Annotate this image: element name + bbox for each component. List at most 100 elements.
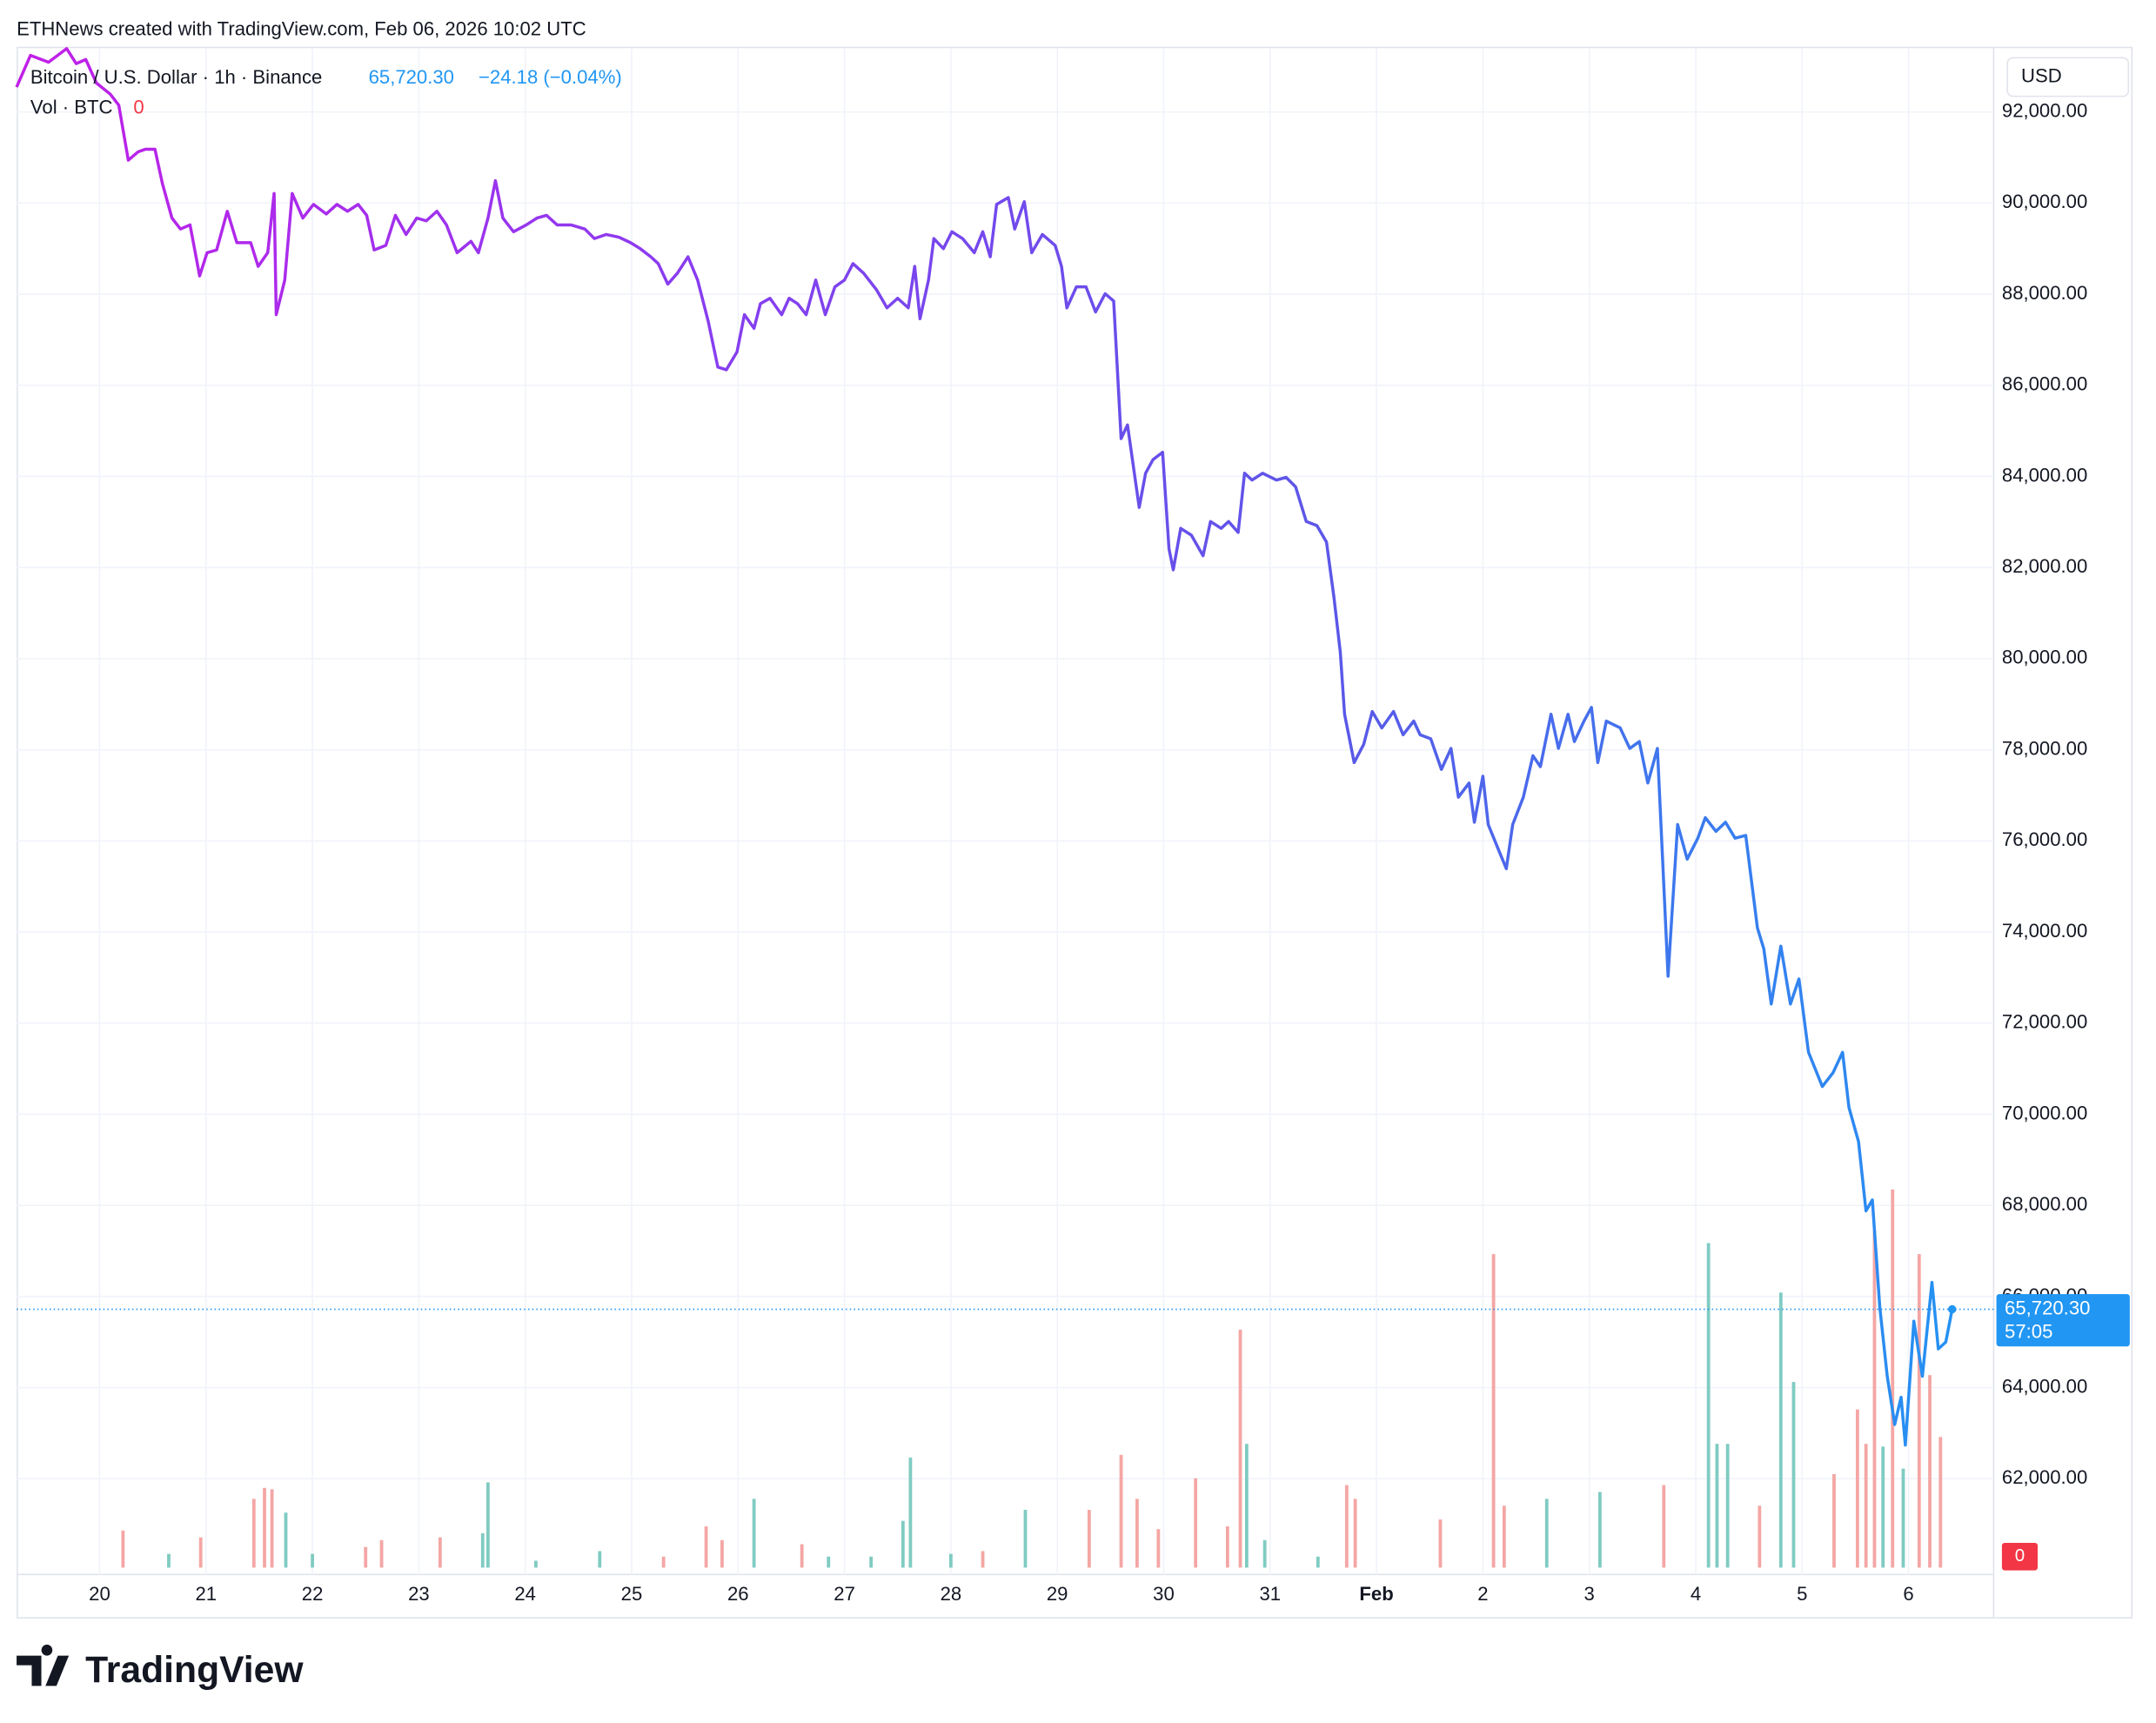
- volume-bar: [1316, 1556, 1320, 1568]
- y-tick-label: 92,000.00: [2002, 99, 2087, 121]
- volume-bar: [1791, 1382, 1796, 1568]
- y-tick-label: 74,000.00: [2002, 920, 2087, 942]
- y-tick-label: 90,000.00: [2002, 191, 2087, 212]
- x-tick-label: 23: [408, 1583, 430, 1605]
- volume-bar: [1087, 1510, 1091, 1568]
- currency-button[interactable]: [2006, 57, 2130, 97]
- volume-bar: [1832, 1473, 1836, 1568]
- volume-bar: [1864, 1444, 1868, 1568]
- x-tick-label: 20: [89, 1583, 110, 1605]
- logo-icon: [17, 1644, 70, 1686]
- chart-frame: [17, 46, 2133, 1619]
- y-tick-label: 82,000.00: [2002, 555, 2087, 577]
- price-tag: [1996, 1294, 2130, 1347]
- volume-bar: [1238, 1330, 1242, 1568]
- x-tick-label: 3: [1584, 1583, 1595, 1605]
- volume-bar: [1262, 1539, 1267, 1568]
- volume-bar: [1758, 1505, 1762, 1568]
- volume-bar: [364, 1546, 368, 1568]
- volume-bar: [251, 1498, 256, 1568]
- volume-bar: [981, 1551, 985, 1568]
- volume-bar: [167, 1553, 171, 1568]
- volume-bar: [1928, 1375, 1932, 1568]
- volume-bar: [661, 1556, 666, 1568]
- x-tick-label: 27: [834, 1583, 855, 1605]
- x-tick-label: 4: [1691, 1583, 1701, 1605]
- volume-bar: [1598, 1492, 1602, 1568]
- volume-bar: [1706, 1243, 1711, 1568]
- volume-bar: [480, 1532, 485, 1568]
- volume-bar: [1891, 1189, 1895, 1568]
- volume-bar: [1156, 1529, 1161, 1568]
- volume-tag: [2001, 1542, 2038, 1571]
- x-tick-label: 28: [941, 1583, 962, 1605]
- volume-bar: [1715, 1444, 1719, 1568]
- volume-legend: Vol · BTC: [30, 97, 113, 118]
- volume-bar: [752, 1498, 756, 1568]
- y-tick-label: 80,000.00: [2002, 647, 2087, 668]
- x-tick-label: 26: [727, 1583, 749, 1605]
- price-line: [15, 47, 1954, 1447]
- x-tick-label: 21: [195, 1583, 217, 1605]
- volume-bar: [1023, 1510, 1028, 1568]
- y-tick-label: 84,000.00: [2002, 464, 2087, 486]
- volume-bar: [534, 1560, 538, 1568]
- volume-bar: [311, 1553, 314, 1568]
- volume-bar: [1135, 1498, 1139, 1568]
- volume-bar: [1491, 1254, 1496, 1568]
- volume-bar: [121, 1530, 125, 1568]
- price: 65,720.30: [369, 66, 454, 88]
- volume-bar: [263, 1487, 266, 1568]
- volume-bar: [1872, 1230, 1877, 1568]
- y-tick-label: 68,000.00: [2002, 1193, 2087, 1215]
- volume-bar: [869, 1556, 874, 1568]
- volume-bar: [284, 1512, 288, 1568]
- y-tick-label: 76,000.00: [2002, 828, 2087, 850]
- x-tick-label: 30: [1153, 1583, 1175, 1605]
- logo-text: TradingView: [85, 1649, 304, 1691]
- x-tick-label: 2: [1477, 1583, 1488, 1605]
- y-tick-label: 70,000.00: [2002, 1102, 2087, 1123]
- x-tick-label: 31: [1259, 1583, 1281, 1605]
- volume-bar: [1778, 1292, 1783, 1568]
- last-point: [1947, 1304, 1957, 1314]
- volume-bar: [1244, 1444, 1249, 1568]
- price-tag-label: 65,720.30: [2005, 1297, 2090, 1318]
- volume-bar: [1917, 1254, 1921, 1568]
- volume-bar: [1344, 1485, 1349, 1568]
- volume-value: 0: [133, 97, 144, 118]
- volume-bar: [948, 1553, 953, 1568]
- header: ETHNews created with TradingView.com, Fe…: [17, 18, 586, 40]
- volume-bar: [1438, 1519, 1443, 1568]
- y-tick-label: 72,000.00: [2002, 1011, 2087, 1033]
- y-tick-label: 88,000.00: [2002, 282, 2087, 304]
- volume-tag-label: 0: [2015, 1545, 2025, 1565]
- x-tick-label: 25: [621, 1583, 643, 1605]
- volume-bar: [1881, 1446, 1885, 1568]
- x-tick-label: 5: [1797, 1583, 1807, 1605]
- volume-bar: [270, 1489, 274, 1568]
- volume-bar: [1194, 1478, 1198, 1568]
- volume-bar: [908, 1458, 913, 1568]
- volume-bar: [485, 1482, 490, 1568]
- x-tick-label: 29: [1047, 1583, 1068, 1605]
- change: −24.18 (−0.04%): [479, 66, 622, 88]
- volume-bar: [1502, 1505, 1506, 1568]
- volume-bar: [438, 1537, 442, 1568]
- x-tick-label: Feb: [1359, 1583, 1393, 1605]
- volume-bar: [800, 1544, 804, 1568]
- volume-bar: [720, 1539, 724, 1568]
- y-tick-label: 62,000.00: [2002, 1466, 2087, 1488]
- x-tick-label: 24: [514, 1583, 536, 1605]
- x-tick-label: 6: [1903, 1583, 1913, 1605]
- volume-bar: [1544, 1498, 1549, 1568]
- countdown: 57:05: [2005, 1320, 2052, 1342]
- volume-bar: [704, 1526, 708, 1568]
- volume-bar: [827, 1556, 831, 1568]
- volume-bar: [901, 1520, 905, 1568]
- volume-bar: [198, 1537, 203, 1568]
- currency[interactable]: USD: [2021, 64, 2062, 86]
- volume-bar: [1119, 1454, 1123, 1568]
